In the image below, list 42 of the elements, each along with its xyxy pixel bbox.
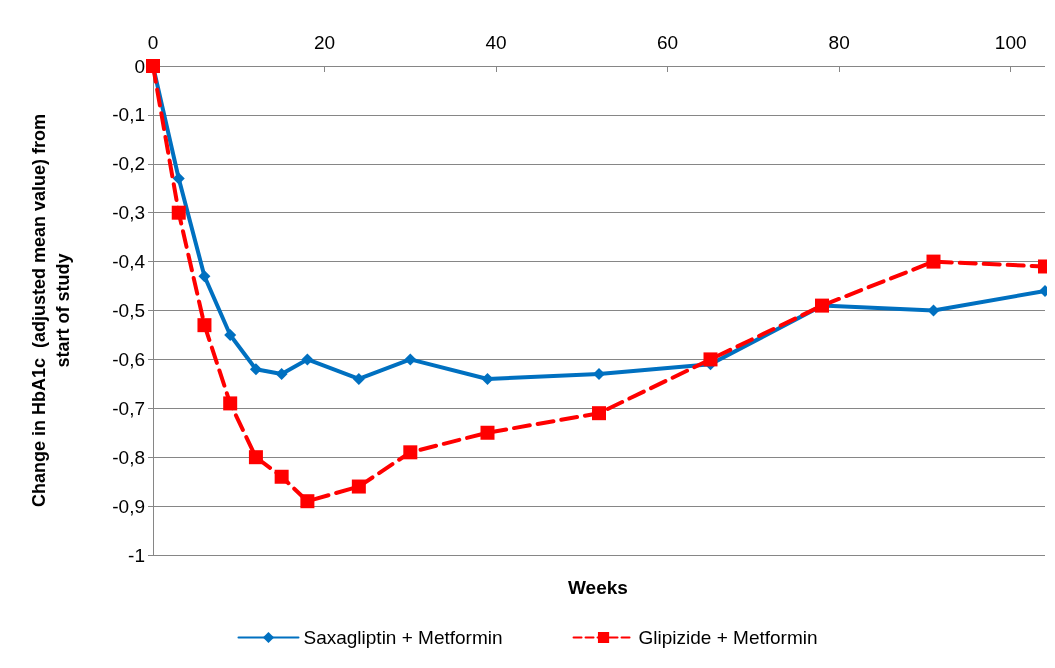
point <box>703 352 718 367</box>
x-tick-label: 100 <box>994 31 1027 53</box>
y-axis-title: Change in HbA1c (adjusted mean value) from start of study <box>29 113 73 508</box>
legend-label: Saxagliptin + Metformin <box>303 627 503 648</box>
y-tick-label: -0,4 <box>112 251 146 273</box>
point <box>223 396 238 411</box>
y-tick-label: -0,2 <box>112 153 145 175</box>
point <box>275 368 288 381</box>
point <box>248 450 263 465</box>
point <box>351 479 366 494</box>
y-tick-label: -0,6 <box>112 348 145 370</box>
y-tick-label: -0,3 <box>112 202 145 224</box>
point <box>197 318 212 333</box>
point <box>224 328 237 341</box>
x-axis-title: Weeks <box>568 577 628 598</box>
point <box>593 368 605 381</box>
point <box>404 353 417 366</box>
point <box>592 406 606 421</box>
point <box>274 469 289 484</box>
point <box>301 353 314 366</box>
point <box>481 372 494 385</box>
y-tick-label: -0,1 <box>112 104 145 126</box>
point <box>171 205 186 220</box>
point <box>198 270 211 283</box>
x-tick-label: 60 <box>657 31 679 53</box>
x-tick-label: 80 <box>828 31 850 53</box>
point <box>403 445 418 460</box>
x-tick-label: 20 <box>313 31 336 53</box>
point <box>480 425 495 440</box>
point <box>300 494 315 509</box>
point <box>352 372 365 385</box>
y-tick-label: -1 <box>128 544 145 566</box>
x-tick-label: 40 <box>485 31 507 53</box>
legend-label: Glipizide + Metformin <box>638 627 818 648</box>
y-tick-label: -0,7 <box>112 397 145 419</box>
point <box>249 363 262 376</box>
y-tick-label: -0,5 <box>112 300 145 321</box>
y-tick-label: 0 <box>134 55 145 77</box>
y-tick-label: -0,8 <box>112 446 145 468</box>
y-tick-label: -0,9 <box>112 495 145 517</box>
point <box>926 254 941 269</box>
point <box>172 172 185 185</box>
